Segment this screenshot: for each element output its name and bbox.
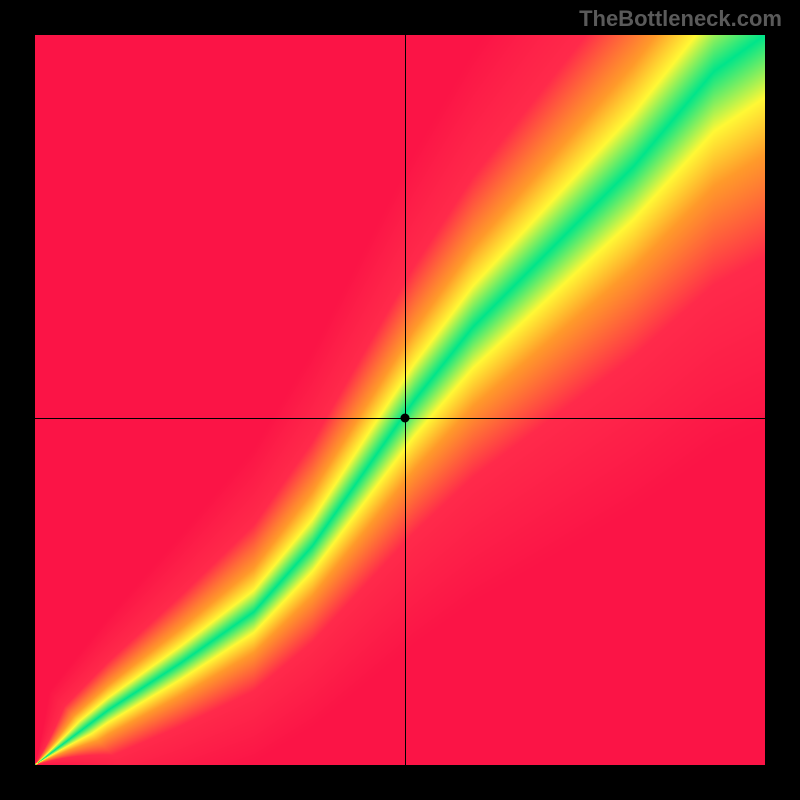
crosshair-vertical bbox=[405, 35, 406, 765]
chart-frame: TheBottleneck.com bbox=[0, 0, 800, 800]
watermark-text: TheBottleneck.com bbox=[579, 6, 782, 32]
plot-area bbox=[35, 35, 765, 765]
marker-dot bbox=[401, 414, 410, 423]
heatmap-canvas bbox=[35, 35, 765, 765]
